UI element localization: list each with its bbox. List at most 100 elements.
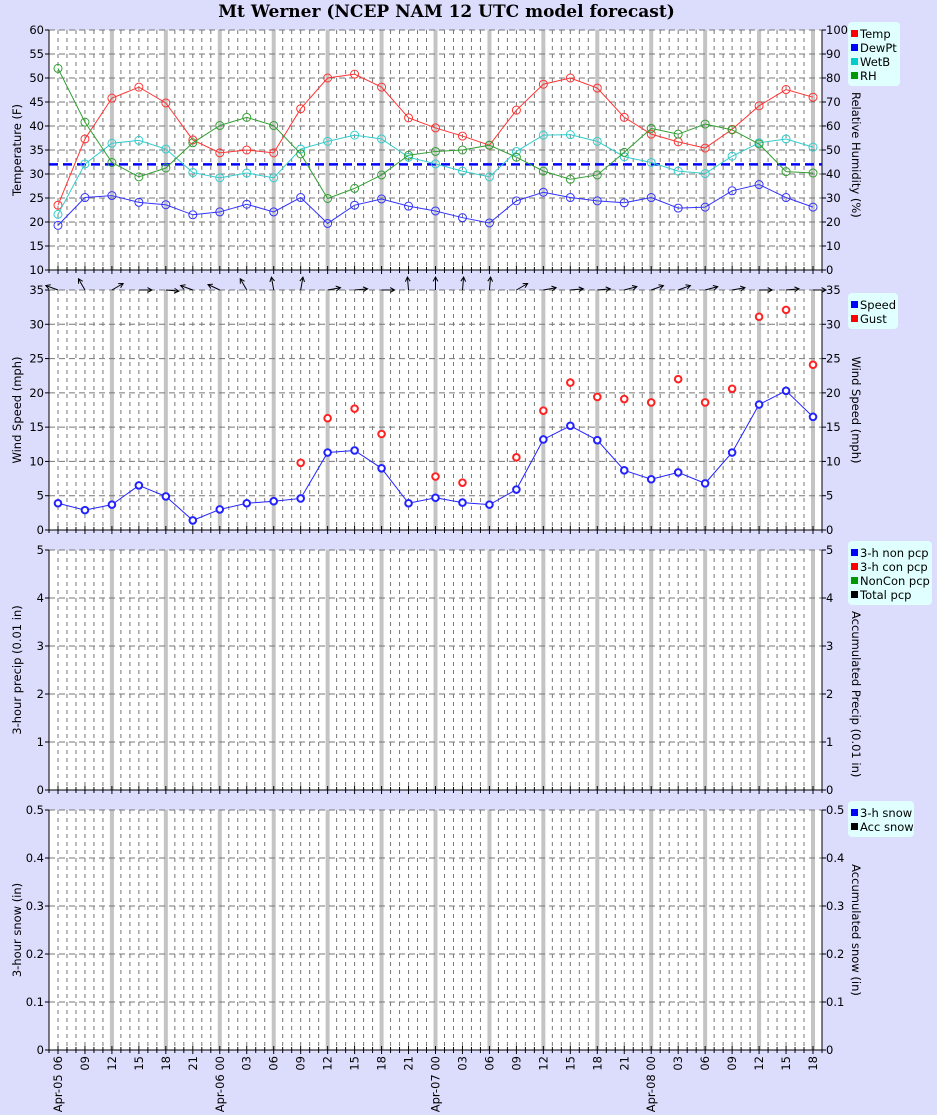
arrow-head [578,286,585,293]
six-hour-gridline [703,290,708,530]
six-hour-gridline [703,30,708,270]
legend-swatch [851,72,858,79]
six-hour-gridline [757,550,762,790]
data-point-speed [161,492,171,501]
y2-tick-label: 0 [826,523,833,537]
arrow-head [362,286,369,293]
y2-tick-label: 20 [826,215,841,229]
arrow-shaft [651,285,664,291]
legend-swatch [851,301,858,308]
y-tick-label: 3 [37,639,44,653]
data-point-dewpt [538,187,548,197]
data-point-rh [484,140,494,150]
data-point-gust [296,458,305,468]
data-point-rh [242,112,252,122]
arrow-shaft [406,277,410,291]
arrow-shaft [270,277,275,291]
data-point-wetb [700,169,710,179]
y-axis-label: 3-hour precip (0.01 in) [10,605,24,735]
six-hour-gridline [487,810,492,1050]
data-point-gust [458,478,467,487]
y-tick-label: 15 [29,420,44,434]
data-point-wetb [107,138,117,148]
y-tick-label: 0.2 [26,947,44,961]
wind-direction-arrow [759,287,774,293]
data-point-rh [808,168,818,178]
data-point-temp [538,79,548,89]
data-point-speed [242,498,252,508]
y-tick-label: 0.1 [26,995,44,1009]
x-tick-label: 18 [159,1056,173,1071]
y2-tick-label: 15 [826,420,841,434]
data-point-dewpt [781,193,791,203]
six-hour-gridline [703,550,708,790]
wind-direction-arrow [597,286,612,293]
legend-label: Total pcp [859,588,911,602]
data-point-gust [754,312,764,322]
arrow-shaft [207,284,220,291]
arrow-head [432,275,439,282]
data-point-rh [296,149,306,159]
data-point-speed [512,485,521,494]
six-hour-gridline [811,290,816,530]
data-point-speed [107,500,117,509]
six-hour-gridline [433,550,438,790]
data-point-dewpt [673,203,683,213]
data-point-dewpt [161,200,171,210]
arrow-head [685,284,692,290]
legend-swatch [851,549,858,556]
y2-tick-label: 5 [826,543,833,557]
wind-direction-arrow [460,276,467,291]
data-point-wetb [215,173,225,183]
data-point-wetb [53,209,63,219]
data-point-speed [673,468,683,477]
data-point-speed [754,400,764,409]
data-point-dewpt [592,196,602,206]
data-point-wetb [511,146,521,156]
y-tick-label: 45 [29,95,44,109]
data-point-dewpt [565,193,575,203]
arrow-head [404,276,411,282]
arrow-head [239,277,245,284]
arrow-head [299,276,306,283]
data-point-rh [646,123,656,133]
six-hour-gridline [325,30,330,270]
data-point-speed [646,474,656,484]
wind-direction-arrow [77,277,86,291]
wind-direction-arrow [432,275,439,290]
data-point-rh [592,170,602,180]
wind-direction-arrow [570,286,585,293]
x-tick-label: Apr-06 00 [213,1056,227,1112]
y-tick-label: 5 [37,489,44,503]
y-tick-label: 25 [29,191,44,205]
legend-swatch [851,30,858,37]
arrow-shaft [180,285,193,291]
wind-direction-arrow [786,286,801,293]
legend-swatch [851,58,858,65]
data-point-temp [404,113,414,123]
data-point-rh [80,117,90,127]
x-tick-label: 15 [132,1056,146,1071]
data-point-temp [700,143,710,153]
data-point-temp [457,131,467,141]
data-point-speed [592,435,602,445]
six-hour-gridline [109,810,114,1050]
arrow-shaft [705,286,718,291]
x-tick-label: 18 [806,1056,820,1071]
data-point-rh [565,174,575,184]
data-point-dewpt [808,202,818,212]
data-point-temp [377,82,387,92]
y-tick-label: 10 [29,263,44,277]
data-point-speed [269,496,279,506]
y-tick-label: 40 [29,119,44,133]
y-tick-label: 0.3 [26,899,44,913]
six-hour-gridline [595,290,600,530]
six-hour-gridline [595,550,600,790]
y2-tick-label: 30 [826,191,841,205]
x-tick-label: 03 [240,1056,254,1071]
six-hour-gridline [271,290,276,530]
data-point-wetb [350,130,360,140]
arrow-head [269,276,275,283]
x-tick-label: 12 [105,1056,119,1071]
